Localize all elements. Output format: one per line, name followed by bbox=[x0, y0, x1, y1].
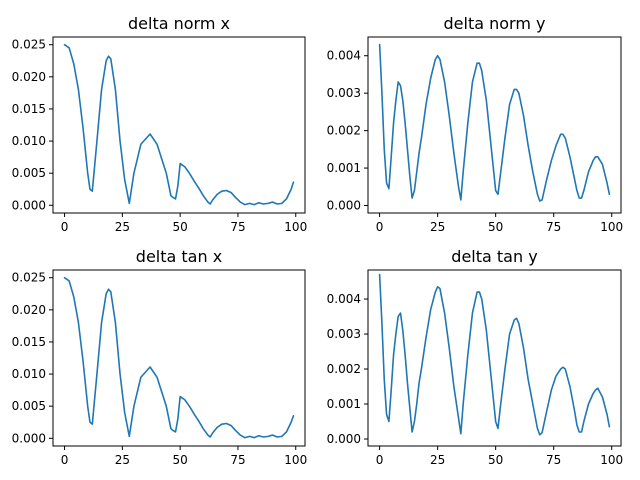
x-tick-label: 75 bbox=[546, 220, 561, 234]
y-tick-label: 0.000 bbox=[327, 199, 361, 213]
x-tick-label: 25 bbox=[115, 220, 130, 234]
x-tick-label: 25 bbox=[430, 453, 445, 467]
x-tick-label: 50 bbox=[173, 220, 188, 234]
y-tick-label: 0.002 bbox=[327, 124, 361, 138]
x-tick-label: 75 bbox=[546, 453, 561, 467]
x-tick-label: 75 bbox=[230, 220, 245, 234]
y-tick-label: 0.003 bbox=[327, 86, 361, 100]
x-tick-label: 100 bbox=[600, 220, 623, 234]
y-tick-label: 0.015 bbox=[12, 102, 46, 116]
subplot-title: delta norm y bbox=[444, 14, 546, 33]
y-tick-label: 0.000 bbox=[327, 432, 361, 446]
subplot-delta-norm-y: delta norm y 0 25 50 75 100 0.000 0.001 0.002 0.0… bbox=[327, 14, 624, 234]
y-tick-label: 0.015 bbox=[12, 335, 46, 349]
series-line bbox=[65, 45, 294, 205]
x-tick-label: 50 bbox=[488, 453, 503, 467]
y-tick-label: 0.004 bbox=[327, 49, 361, 63]
subplot-delta-tan-y: delta tan y 0 25 50 75 100 0.000 0.001 0.002 0.00… bbox=[327, 247, 624, 467]
y-tick-label: 0.005 bbox=[12, 399, 46, 413]
series-line bbox=[380, 275, 610, 435]
x-tick-label: 0 bbox=[376, 220, 384, 234]
y-tick-label: 0.020 bbox=[12, 70, 46, 84]
x-tick-label: 0 bbox=[61, 220, 69, 234]
series-line bbox=[380, 44, 610, 201]
subplot-title: delta tan x bbox=[136, 247, 222, 266]
y-tick-label: 0.025 bbox=[12, 271, 46, 285]
y-tick-label: 0.005 bbox=[12, 166, 46, 180]
x-tick-label: 100 bbox=[284, 220, 307, 234]
x-tick-label: 50 bbox=[173, 453, 188, 467]
y-tick-label: 0.000 bbox=[12, 198, 46, 212]
x-tick-label: 25 bbox=[115, 453, 130, 467]
y-tick-label: 0.000 bbox=[12, 431, 46, 445]
axes-frame bbox=[53, 37, 305, 213]
y-tick-label: 0.003 bbox=[327, 327, 361, 341]
y-tick-label: 0.020 bbox=[12, 303, 46, 317]
y-tick-label: 0.001 bbox=[327, 161, 361, 175]
subplot-delta-norm-x: delta norm x 0 25 50 75 100 0.000 0.005 0.010 0.0… bbox=[12, 14, 308, 234]
subplot-title: delta tan y bbox=[451, 247, 537, 266]
x-tick-label: 50 bbox=[488, 220, 503, 234]
x-tick-label: 25 bbox=[430, 220, 445, 234]
y-tick-label: 0.002 bbox=[327, 362, 361, 376]
y-tick-label: 0.001 bbox=[327, 397, 361, 411]
subplot-delta-tan-x: delta tan x 0 25 50 75 100 0.000 0.005 0.010 0.01… bbox=[12, 247, 308, 467]
axes-frame bbox=[53, 270, 305, 446]
x-tick-label: 100 bbox=[600, 453, 623, 467]
x-tick-label: 0 bbox=[61, 453, 69, 467]
y-tick-label: 0.025 bbox=[12, 38, 46, 52]
x-tick-label: 100 bbox=[284, 453, 307, 467]
y-tick-label: 0.010 bbox=[12, 134, 46, 148]
y-tick-label: 0.010 bbox=[12, 367, 46, 381]
subplot-title: delta norm x bbox=[128, 14, 230, 33]
x-tick-label: 75 bbox=[230, 453, 245, 467]
x-tick-label: 0 bbox=[376, 453, 384, 467]
y-tick-label: 0.004 bbox=[327, 292, 361, 306]
series-line bbox=[65, 278, 294, 438]
